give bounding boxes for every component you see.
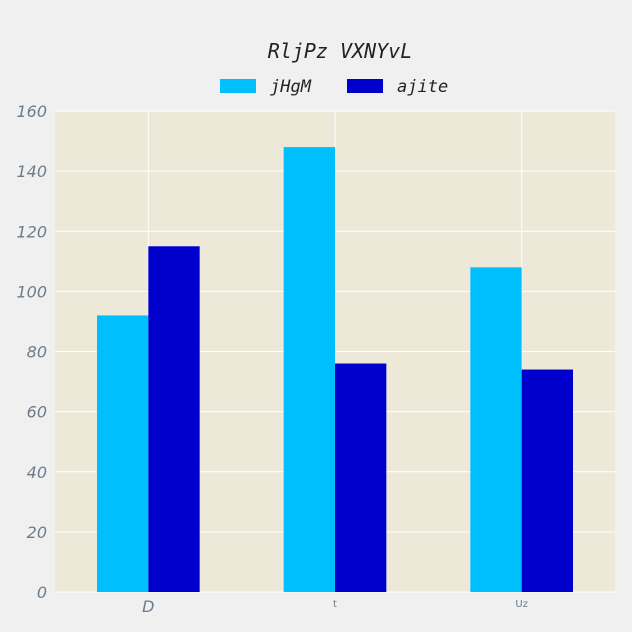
legend: jHgM ajite [220,77,448,97]
x-tick-label: t [333,599,337,610]
legend-label-ajite: ajite [397,77,448,97]
bar-jhgm-uz [470,267,522,592]
y-axis-ticks: 0 20 40 60 80 100 120 140 160 [16,102,47,602]
bar-ajite-d [148,246,200,592]
y-tick-label: 120 [16,222,47,241]
legend-swatch-jhgm [220,79,256,93]
y-tick-label: 40 [27,463,47,482]
y-tick-label: 160 [16,102,47,121]
bar-jhgm-d [97,315,149,592]
y-tick-label: 100 [16,282,47,301]
legend-swatch-ajite [347,79,383,93]
y-tick-label: 20 [27,523,47,542]
y-tick-label: 140 [16,162,47,181]
chart-title: RljPz VXNYvL [268,39,413,63]
y-tick-label: 60 [27,403,47,422]
y-tick-label: 0 [37,583,47,602]
bar-jhgm-t [283,147,335,592]
x-tick-label: Uz [515,599,528,610]
x-tick-label: D [142,597,154,616]
bar-ajite-t [335,363,387,592]
bars [97,147,573,592]
legend-label-jhgm: jHgM [270,77,312,97]
bar-ajite-uz [521,369,573,592]
y-tick-label: 80 [27,343,47,362]
